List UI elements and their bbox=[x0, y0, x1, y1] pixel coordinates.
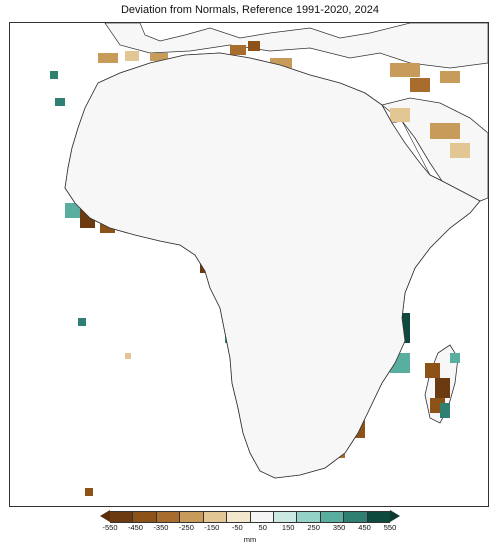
anomaly-cell bbox=[270, 58, 292, 68]
legend-swatch bbox=[110, 512, 133, 522]
anomaly-cell bbox=[125, 51, 139, 61]
legend-swatch bbox=[319, 512, 344, 522]
legend-bar bbox=[110, 511, 391, 523]
map-frame bbox=[9, 22, 489, 507]
legend-swatch bbox=[132, 512, 156, 522]
anomaly-cell bbox=[50, 71, 58, 79]
legend-low-arrow bbox=[100, 510, 110, 522]
anomaly-cell bbox=[125, 353, 131, 359]
anomaly-cell bbox=[248, 41, 260, 51]
legend-swatch bbox=[226, 512, 250, 522]
legend-tick-label: -50 bbox=[231, 523, 243, 532]
legend-tick-label: 550 bbox=[383, 523, 397, 532]
map-title: Deviation from Normals, Reference 1991-2… bbox=[120, 4, 380, 16]
anomaly-cell bbox=[85, 488, 93, 496]
anomaly-cell bbox=[430, 123, 460, 139]
precipitation-anomaly-map bbox=[50, 23, 488, 496]
legend-swatch bbox=[202, 512, 227, 522]
legend-swatch bbox=[179, 512, 203, 522]
legend-swatch bbox=[272, 512, 297, 522]
legend-unit: mm bbox=[243, 535, 257, 544]
legend-tick-label: 450 bbox=[358, 523, 371, 532]
anomaly-cell bbox=[435, 378, 450, 398]
legend-tick-label: -450 bbox=[127, 523, 143, 532]
anomaly-cell bbox=[230, 45, 246, 55]
anomaly-cell bbox=[410, 78, 430, 92]
anomaly-cell bbox=[55, 98, 65, 106]
legend-swatch bbox=[155, 512, 180, 522]
legend-swatch bbox=[366, 512, 391, 522]
legend-tick-label: 350 bbox=[332, 523, 346, 532]
anomaly-cell bbox=[450, 143, 470, 158]
anomaly-cell bbox=[65, 203, 80, 218]
anomaly-cell bbox=[390, 108, 410, 122]
legend-swatch bbox=[249, 512, 273, 522]
legend-tick-label: -150 bbox=[204, 523, 220, 532]
color-legend: -550 -450 -350 -250 -150 -50 50 150 250 350 450 550… bbox=[100, 509, 400, 545]
legend-tick-label: 150 bbox=[281, 523, 295, 532]
legend-swatch bbox=[343, 512, 367, 522]
anomaly-cell bbox=[98, 53, 118, 63]
anomaly-cell bbox=[425, 363, 440, 378]
anomaly-cell bbox=[100, 223, 115, 233]
legend-tick-label: -350 bbox=[153, 523, 169, 532]
anomaly-cell bbox=[390, 63, 420, 77]
anomaly-cell bbox=[150, 53, 168, 61]
anomaly-cell bbox=[450, 353, 460, 363]
legend-tick-label: -550 bbox=[102, 523, 118, 532]
legend-high-arrow bbox=[390, 510, 400, 522]
legend-tick-label: -250 bbox=[178, 523, 194, 532]
anomaly-cell bbox=[78, 318, 86, 326]
legend-tick-label: 250 bbox=[307, 523, 320, 532]
legend-tick-label: 50 bbox=[258, 523, 267, 532]
legend-swatch bbox=[296, 512, 320, 522]
anomaly-cell bbox=[440, 71, 460, 83]
anomaly-cell bbox=[440, 403, 450, 418]
